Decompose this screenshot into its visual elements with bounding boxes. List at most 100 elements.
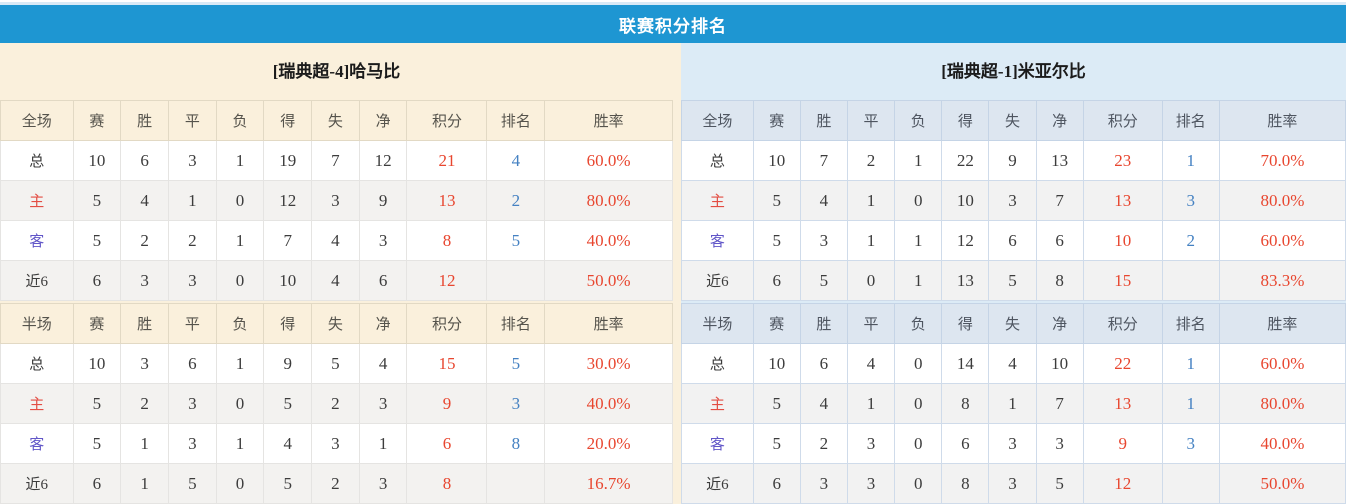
cell-goals-for: 10 (263, 260, 313, 301)
scope-header: 全场 (681, 100, 754, 141)
cell-losses: 0 (894, 180, 943, 221)
cell-losses: 1 (215, 220, 265, 261)
cell-goals-for: 6 (941, 423, 990, 464)
col-header-goals-for: 得 (263, 303, 313, 344)
cell-wins: 2 (120, 220, 169, 261)
cell-wins: 1 (120, 423, 169, 464)
row-home: 主 5 2 3 0 5 2 3 9 3 40.0% (0, 383, 673, 424)
cell-points: 12 (1082, 463, 1163, 504)
cell-goals-for: 4 (263, 423, 313, 464)
cell-rank: 8 (486, 423, 546, 464)
col-header-losses: 负 (894, 100, 943, 141)
cell-points: 13 (1082, 383, 1163, 424)
cell-points: 8 (406, 463, 488, 504)
cell-games: 5 (752, 220, 801, 261)
cell-goals-against: 1 (988, 383, 1037, 424)
cell-games: 5 (72, 383, 122, 424)
cell-goals-against: 5 (311, 343, 360, 384)
col-header-goals-for: 得 (941, 100, 990, 141)
cell-goals-for: 14 (941, 343, 990, 384)
col-header-draws: 平 (846, 100, 896, 141)
cell-draws: 3 (167, 383, 217, 424)
cell-win-rate: 40.0% (544, 220, 673, 261)
col-header-win-rate: 胜率 (1218, 303, 1346, 344)
row-label: 近6 (681, 260, 754, 301)
cell-goal-diff: 3 (358, 220, 408, 261)
cell-draws: 2 (846, 140, 896, 181)
cell-goal-diff: 5 (1035, 463, 1084, 504)
cell-goals-against: 3 (311, 180, 360, 221)
row-recent: 近6 6 1 5 0 5 2 3 8 16.7% (0, 463, 673, 504)
row-label: 总 (0, 140, 74, 181)
cell-win-rate: 20.0% (544, 423, 673, 464)
cell-points: 6 (406, 423, 488, 464)
cell-points: 15 (406, 343, 488, 384)
col-header-losses: 负 (894, 303, 943, 344)
scope-header: 半场 (0, 303, 74, 344)
col-header-goals-against: 失 (988, 100, 1037, 141)
col-header-win-rate: 胜率 (544, 100, 673, 141)
cell-points: 22 (1082, 343, 1163, 384)
cell-win-rate: 50.0% (544, 260, 673, 301)
cell-points: 9 (406, 383, 488, 424)
cell-losses: 0 (215, 383, 265, 424)
cell-draws: 1 (846, 220, 896, 261)
cell-points: 23 (1082, 140, 1163, 181)
cell-wins: 6 (120, 140, 169, 181)
cell-win-rate: 16.7% (544, 463, 673, 504)
cell-win-rate: 83.3% (1218, 260, 1346, 301)
row-label: 近6 (0, 463, 74, 504)
row-total: 总 10 7 2 1 22 9 13 23 1 70.0% (681, 140, 1346, 181)
cell-draws: 3 (167, 260, 217, 301)
col-header-points: 积分 (1082, 100, 1163, 141)
cell-goals-against: 4 (311, 220, 360, 261)
cell-games: 5 (752, 383, 801, 424)
team-title-left: [瑞典超-4]哈马比 (272, 62, 401, 81)
cell-points: 9 (1082, 423, 1163, 464)
col-header-win-rate: 胜率 (544, 303, 673, 344)
cell-rank: 1 (1161, 140, 1220, 181)
col-header-losses: 负 (215, 303, 265, 344)
cell-wins: 3 (799, 463, 848, 504)
col-header-games: 赛 (752, 303, 801, 344)
row-home: 主 5 4 1 0 12 3 9 13 2 80.0% (0, 180, 673, 221)
cell-losses: 1 (894, 220, 943, 261)
row-away: 客 5 1 3 1 4 3 1 6 8 20.0% (0, 423, 673, 464)
cell-draws: 6 (167, 343, 217, 384)
header-row: 全场赛胜平负得失净积分 排名 胜率 (681, 100, 1346, 141)
cell-rank: 2 (486, 180, 546, 221)
cell-points: 12 (406, 260, 488, 301)
row-label: 近6 (0, 260, 74, 301)
scope-header: 全场 (0, 100, 74, 141)
cell-goal-diff: 3 (358, 463, 408, 504)
cell-wins: 4 (799, 180, 848, 221)
row-home: 主 5 4 1 0 8 1 7 13 1 80.0% (681, 383, 1346, 424)
cell-goals-for: 12 (263, 180, 313, 221)
halftime-table-right: 半场赛胜平负得失净积分 排名 胜率总 10 6 4 0 14 4 10 22 1 60.0% 主 5 4 1 0 8… (681, 303, 1346, 504)
cell-rank: 5 (486, 343, 546, 384)
cell-win-rate: 70.0% (1218, 140, 1346, 181)
cell-losses: 0 (215, 463, 265, 504)
col-header-wins: 胜 (799, 100, 848, 141)
col-header-games: 赛 (72, 303, 122, 344)
cell-wins: 1 (120, 463, 169, 504)
cell-rank: 3 (486, 383, 546, 424)
cell-goal-diff: 1 (358, 423, 408, 464)
cell-win-rate: 40.0% (1218, 423, 1346, 464)
cell-goal-diff: 12 (358, 140, 408, 181)
col-header-points: 积分 (406, 303, 488, 344)
cell-losses: 0 (894, 383, 943, 424)
cell-rank (486, 260, 546, 301)
cell-wins: 5 (799, 260, 848, 301)
col-header-games: 赛 (752, 100, 801, 141)
row-total: 总 10 6 3 1 19 7 12 21 4 60.0% (0, 140, 673, 181)
cell-goals-for: 9 (263, 343, 313, 384)
col-header-goal-diff: 净 (1035, 100, 1084, 141)
cell-losses: 1 (894, 140, 943, 181)
row-label: 客 (681, 220, 754, 261)
cell-wins: 3 (120, 343, 169, 384)
cell-win-rate: 60.0% (1218, 220, 1346, 261)
col-header-goals-for: 得 (941, 303, 990, 344)
cell-win-rate: 30.0% (544, 343, 673, 384)
cell-goals-against: 9 (988, 140, 1037, 181)
